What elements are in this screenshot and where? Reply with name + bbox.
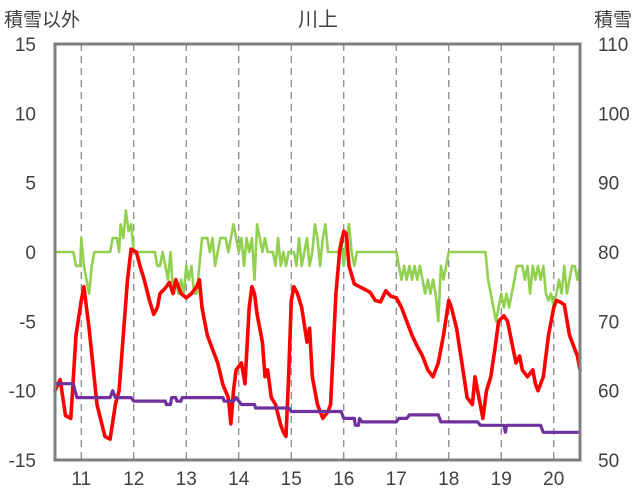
y-left-tick-label: 15 [15,35,36,56]
y-axis-left-ticks: 15 10 5 0 -5 -10 -15 [9,35,36,472]
x-tick-label: 13 [176,469,197,490]
y-right-tick-label: 80 [598,243,619,264]
x-tick-label: 20 [543,469,564,490]
x-axis-ticks: 11 12 13 14 15 16 17 18 19 20 [71,469,564,490]
y-left-tick-label: 10 [15,104,36,125]
y-left-tick-label: -15 [9,451,36,472]
y-axis-right-title: 積雪 [594,9,632,31]
x-tick-label: 15 [281,469,302,490]
y-left-tick-label: -5 [19,312,36,333]
x-tick-label: 12 [123,469,144,490]
y-axis-right-ticks: 110 100 90 80 70 60 50 [598,35,630,472]
y-right-tick-label: 90 [598,174,619,195]
plot-frame [53,42,582,462]
series-line-1 [53,209,582,323]
series-line-0 [53,229,582,441]
series-layer [53,209,582,441]
y-right-tick-label: 110 [598,35,628,56]
y-left-tick-label: -10 [9,382,36,403]
series-line-2 [53,382,582,434]
x-tick-label: 16 [333,469,354,490]
x-tick-label: 19 [491,469,512,490]
chart-title: 川上 [298,8,338,31]
y-axis-left-title: 積雪以外 [4,9,80,31]
x-tick-label: 18 [438,469,459,490]
y-right-tick-label: 100 [598,104,630,125]
y-right-tick-label: 70 [598,312,619,333]
y-left-tick-label: 0 [25,243,36,264]
x-tick-label: 17 [386,469,407,490]
y-right-tick-label: 50 [598,451,619,472]
y-right-tick-label: 60 [598,382,619,403]
y-left-tick-label: 5 [25,174,36,195]
x-tick-label: 11 [71,469,91,490]
x-tick-label: 14 [228,469,250,490]
